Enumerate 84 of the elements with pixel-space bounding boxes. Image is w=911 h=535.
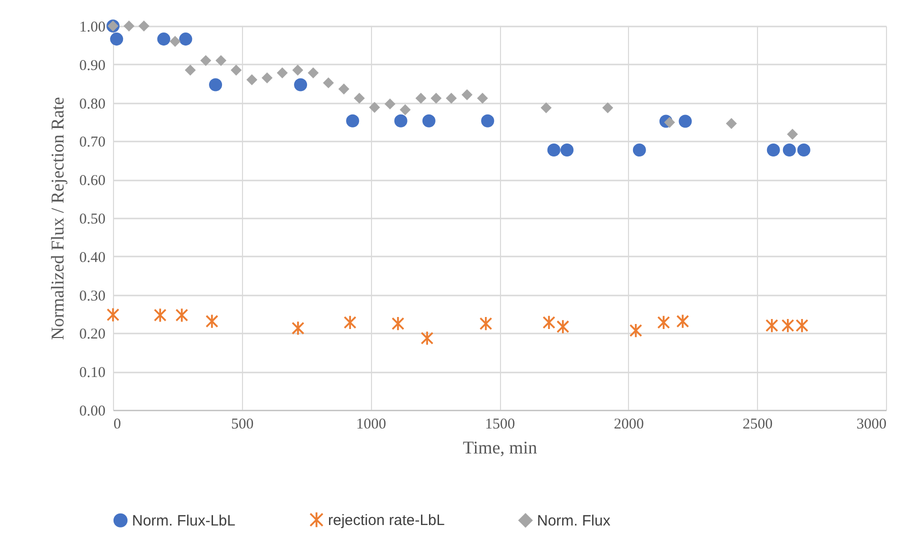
y-tick-label: 0.00 xyxy=(79,404,106,420)
point xyxy=(294,78,308,92)
point xyxy=(170,36,181,47)
point xyxy=(184,64,196,76)
point xyxy=(276,67,288,78)
point xyxy=(209,78,222,92)
y-tick-label: 0.40 xyxy=(79,250,106,266)
point xyxy=(676,314,690,329)
x-tick-label: 3000 xyxy=(856,416,886,432)
y-tick-label: 0.80 xyxy=(79,96,106,112)
point xyxy=(781,318,794,333)
legend-label: Norm. Flux xyxy=(537,512,611,530)
y-tick-label: 0.30 xyxy=(79,288,106,304)
point xyxy=(726,118,737,130)
point xyxy=(157,32,170,46)
point xyxy=(138,20,150,32)
point xyxy=(346,114,360,128)
y-axis-title: Normalized Flux / Rejection Rate xyxy=(47,97,68,340)
point xyxy=(292,64,304,76)
point xyxy=(338,84,350,94)
point xyxy=(547,144,560,157)
point xyxy=(540,102,552,114)
point xyxy=(215,55,226,66)
x-axis-title: Time, min xyxy=(462,438,538,458)
point xyxy=(782,144,796,157)
point xyxy=(477,92,488,104)
point xyxy=(154,308,167,323)
point xyxy=(292,320,304,336)
point xyxy=(420,330,434,346)
point xyxy=(392,316,404,332)
x-tick-label: 1000 xyxy=(356,416,386,432)
point xyxy=(354,92,365,104)
point xyxy=(344,314,356,330)
x-tick-label: 2000 xyxy=(614,416,644,432)
y-tick-label: 0.50 xyxy=(79,212,106,228)
legend-label: Norm. Flux-LbL xyxy=(132,512,236,530)
point xyxy=(657,314,670,330)
y-tick-label: 0.90 xyxy=(79,58,106,74)
point xyxy=(110,32,124,46)
point xyxy=(322,77,334,88)
point xyxy=(262,72,273,84)
x-tick-label: 2500 xyxy=(742,416,773,432)
point xyxy=(446,92,457,104)
point xyxy=(796,318,808,333)
point xyxy=(230,64,242,76)
point xyxy=(479,316,492,332)
point xyxy=(369,102,380,113)
point xyxy=(786,128,798,140)
point xyxy=(384,98,396,110)
point xyxy=(415,92,426,104)
point xyxy=(246,74,258,86)
point xyxy=(175,308,188,323)
point xyxy=(797,144,810,157)
y-tick-label: 0.70 xyxy=(79,134,106,151)
point xyxy=(629,323,642,338)
point xyxy=(481,114,494,128)
y-tick-label: 1.00 xyxy=(79,20,106,36)
point xyxy=(765,318,778,333)
y-tick-label: 0.10 xyxy=(79,365,106,382)
point xyxy=(422,114,436,128)
point xyxy=(602,102,614,114)
point xyxy=(430,92,442,104)
x-tick-label: 0 xyxy=(114,416,121,432)
point xyxy=(678,114,692,128)
point xyxy=(308,67,319,78)
point xyxy=(206,314,218,329)
point xyxy=(766,144,780,157)
point xyxy=(560,144,574,157)
point xyxy=(632,144,646,157)
point xyxy=(556,319,570,334)
point xyxy=(200,55,212,66)
point xyxy=(394,114,408,128)
point xyxy=(462,89,473,100)
x-tick-label: 1500 xyxy=(485,416,515,432)
y-tick-label: 0.60 xyxy=(79,173,106,190)
x-tick-label: 500 xyxy=(231,416,254,432)
point xyxy=(179,32,192,46)
point xyxy=(542,314,556,330)
y-tick-label: 0.20 xyxy=(79,326,106,343)
point xyxy=(664,116,676,128)
point xyxy=(124,20,134,32)
point xyxy=(400,104,411,116)
legend-label: rejection rate-LbL xyxy=(328,512,445,529)
point xyxy=(106,307,120,322)
